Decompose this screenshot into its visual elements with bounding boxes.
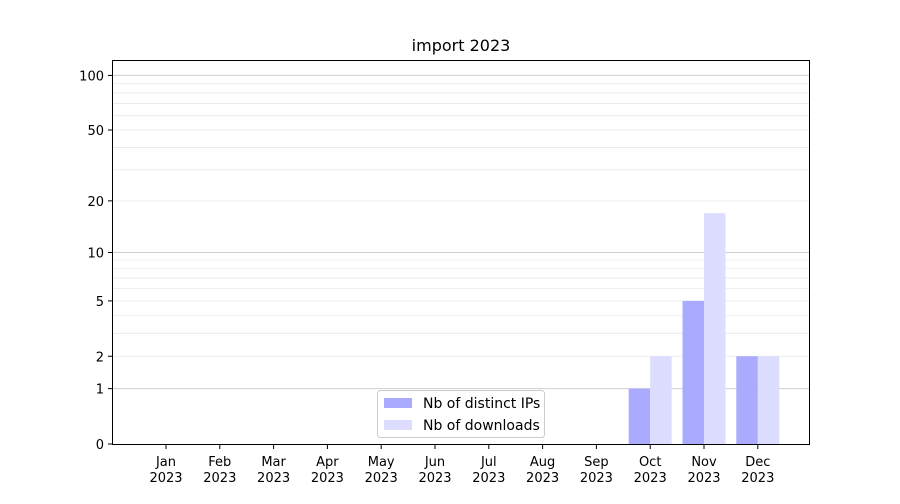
grid-lines	[113, 74, 809, 390]
x-tick-label-month: May	[368, 455, 395, 470]
bar-distinct-ips	[736, 356, 758, 444]
x-tick-label-month: Dec	[745, 455, 770, 470]
x-tick-label-year: 2023	[257, 471, 290, 486]
legend: Nb of distinct IPs Nb of downloads	[377, 390, 545, 438]
x-tick-label-year: 2023	[418, 471, 451, 486]
x-tick-label-month: Sep	[584, 455, 609, 470]
y-tick-label: 20	[87, 195, 104, 210]
x-tick-label-year: 2023	[149, 471, 182, 486]
x-axis: Jan2023Feb2023Mar2023Apr2023May2023Jun20…	[149, 444, 774, 486]
legend-swatch-distinct-ips	[384, 398, 412, 408]
bar-downloads	[757, 356, 780, 444]
bar-downloads	[650, 356, 672, 444]
chart-title: import 2023	[412, 36, 511, 55]
x-tick-label-year: 2023	[203, 471, 236, 486]
x-tick-label-year: 2023	[472, 471, 505, 486]
x-tick-label-month: Aug	[530, 455, 555, 470]
x-tick-label-month: Feb	[208, 455, 231, 470]
x-tick-label-year: 2023	[526, 471, 559, 486]
x-tick-label-year: 2023	[311, 471, 344, 486]
x-tick-label-month: Jan	[155, 455, 176, 470]
y-tick-label: 100	[79, 69, 104, 84]
x-tick-label-year: 2023	[741, 471, 774, 486]
x-tick-label-year: 2023	[365, 471, 398, 486]
x-tick-label-year: 2023	[687, 471, 720, 486]
legend-label-distinct-ips: Nb of distinct IPs	[423, 396, 540, 412]
x-tick-label-month: Mar	[261, 455, 286, 470]
x-tick-label-month: Jul	[480, 455, 497, 470]
y-tick-label: 2	[96, 350, 104, 365]
y-tick-label: 50	[87, 124, 104, 139]
y-tick-label: 10	[87, 247, 104, 262]
x-tick-label-year: 2023	[580, 471, 613, 486]
x-tick-label-month: Nov	[691, 455, 717, 470]
x-tick-label-month: Apr	[316, 455, 339, 470]
x-tick-label-month: Jun	[424, 455, 445, 470]
y-tick-label: 5	[96, 295, 104, 310]
y-tick-label: 0	[96, 438, 104, 453]
bar-distinct-ips	[682, 300, 704, 444]
legend-label-downloads: Nb of downloads	[423, 418, 540, 434]
y-axis: 0 1 2 5 10 20 50 100	[79, 69, 113, 453]
y-tick-label: 1	[96, 383, 104, 398]
bar-distinct-ips	[628, 388, 651, 444]
legend-box	[377, 390, 545, 438]
bar-downloads	[704, 213, 726, 444]
legend-swatch-downloads	[384, 420, 412, 430]
x-tick-label-year: 2023	[634, 471, 667, 486]
bars	[628, 213, 780, 444]
x-tick-label-month: Oct	[639, 455, 661, 470]
